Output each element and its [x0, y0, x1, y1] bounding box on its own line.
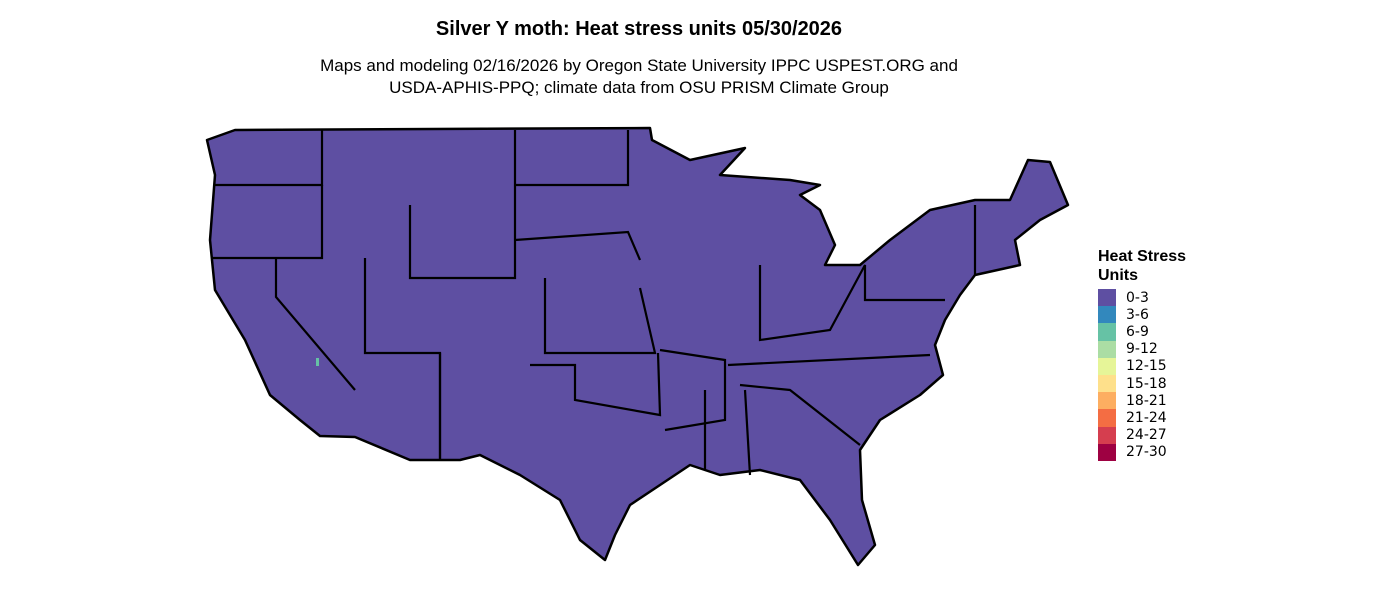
- legend-label: 6-9: [1126, 323, 1149, 340]
- legend-title-line: Units: [1098, 267, 1138, 284]
- legend-label: 15-18: [1126, 375, 1167, 392]
- legend: Heat Stress Units 0-3 3-6 6-9 9-12 12-15 15-1…: [1098, 247, 1186, 461]
- legend-label: 21-24: [1126, 409, 1167, 426]
- legend-swatch: [1098, 443, 1116, 461]
- legend-swatch: [1098, 357, 1116, 375]
- legend-item: 18-21: [1098, 392, 1186, 410]
- legend-swatch: [1098, 409, 1116, 427]
- us-outline: [205, 126, 1070, 567]
- legend-swatch: [1098, 306, 1116, 324]
- legend-item: 0-3: [1098, 289, 1186, 307]
- legend-label: 18-21: [1126, 392, 1167, 409]
- legend-item: 3-6: [1098, 306, 1186, 324]
- legend-item: 6-9: [1098, 323, 1186, 341]
- legend-label: 3-6: [1126, 306, 1149, 323]
- legend-label: 12-15: [1126, 358, 1167, 375]
- legend-swatch: [1098, 323, 1116, 341]
- legend-swatch: [1098, 289, 1116, 307]
- legend-title: Heat Stress Units: [1098, 247, 1186, 285]
- subtitle-line: USDA-APHIS-PPQ; climate data from OSU PR…: [389, 78, 889, 97]
- state-borders: [212, 130, 977, 476]
- legend-label: 27-30: [1126, 444, 1167, 461]
- legend-item: 27-30: [1098, 443, 1186, 461]
- legend-item: 12-15: [1098, 357, 1186, 375]
- legend-item: 24-27: [1098, 426, 1186, 444]
- hotspot-mark: [316, 358, 319, 366]
- map-title: Silver Y moth: Heat stress units 05/30/2…: [435, 18, 843, 40]
- legend-swatch: [1098, 392, 1116, 410]
- legend-item: 15-18: [1098, 374, 1186, 393]
- legend-label: 24-27: [1126, 427, 1167, 444]
- legend-swatch: [1098, 340, 1116, 358]
- legend-item: 21-24: [1098, 409, 1186, 427]
- map-subtitle: Maps and modeling 02/16/2026 by Oregon S…: [0, 55, 1278, 99]
- subtitle-line: Maps and modeling 02/16/2026 by Oregon S…: [320, 56, 958, 75]
- legend-title-line: Heat Stress: [1098, 248, 1187, 265]
- legend-label: 0-3: [1126, 289, 1149, 306]
- legend-swatch: [1098, 374, 1116, 393]
- legend-item: 9-12: [1098, 340, 1186, 358]
- legend-label: 9-12: [1126, 341, 1158, 358]
- legend-swatch: [1098, 426, 1116, 444]
